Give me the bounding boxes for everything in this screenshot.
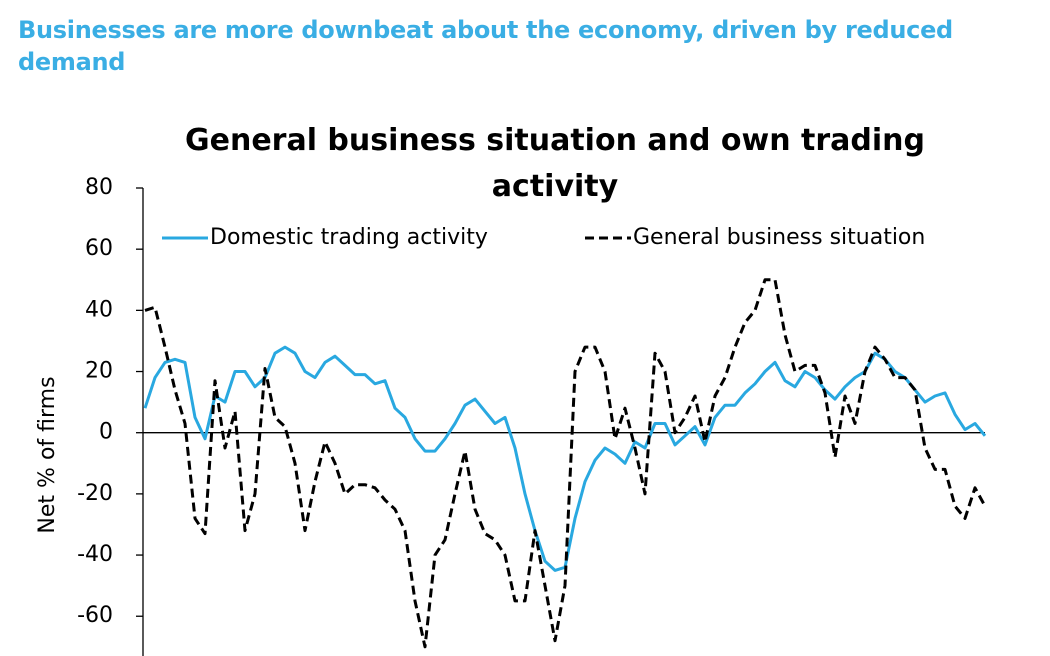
y-tick-label: 60 <box>85 236 113 261</box>
chart-title: General business situation and own tradi… <box>184 123 925 204</box>
legend-label: Domestic trading activity <box>210 225 488 250</box>
series-line <box>144 278 987 649</box>
y-tick-label: -20 <box>77 481 113 506</box>
y-tick-label: 80 <box>85 175 113 200</box>
y-tick-label: -40 <box>77 542 113 567</box>
header-title: Businesses are more downbeat about the e… <box>18 16 953 76</box>
y-tick-label: 20 <box>85 359 113 384</box>
y-tick-label: -60 <box>77 603 113 628</box>
y-tick-label: 0 <box>99 420 113 445</box>
y-axis-label: Net % of firms <box>35 376 60 533</box>
series-line <box>143 345 987 572</box>
y-tick-label: 40 <box>85 297 113 322</box>
legend-label: General business situation <box>633 225 925 250</box>
